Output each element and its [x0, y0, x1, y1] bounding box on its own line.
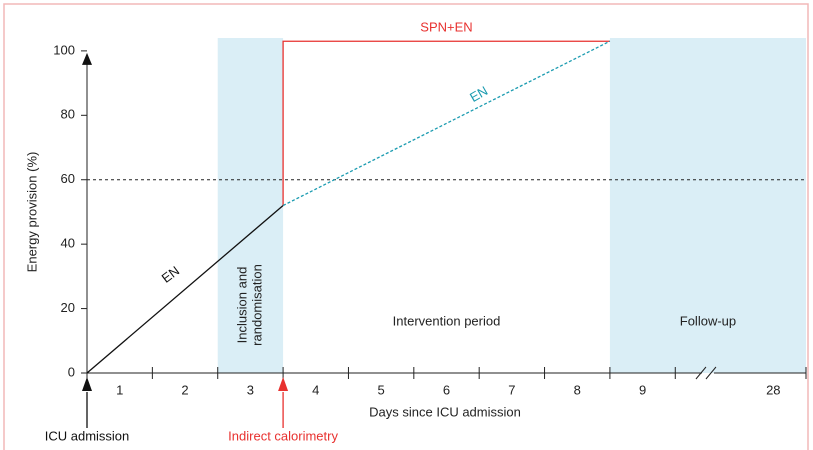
period-label: randomisation [249, 264, 264, 346]
x-tick-label: 9 [639, 382, 646, 397]
y-tick-label: 40 [61, 236, 75, 251]
marker-arrow-head [82, 377, 92, 391]
series-label: SPN+EN [420, 20, 472, 35]
marker-arrow-head [278, 377, 289, 391]
axis-break [695, 366, 717, 380]
marker-label: Indirect calorimetry [228, 428, 338, 443]
series-label: EN [159, 263, 182, 286]
x-tick-label: 2 [181, 382, 188, 397]
x-axis-label: Days since ICU admission [369, 404, 521, 419]
period-label: Inclusion and [234, 267, 249, 344]
period-label: Intervention period [393, 313, 501, 328]
y-axis-label: Energy provision (%) [24, 152, 39, 273]
x-tick-label: 5 [378, 382, 385, 397]
y-tick-label: 100 [53, 42, 75, 57]
marker-label: ICU admission [45, 428, 130, 443]
x-tick-label: 8 [574, 382, 581, 397]
y-axis-arrow [82, 52, 92, 65]
y-tick-label: 0 [68, 364, 75, 379]
x-tick-label: 1 [116, 382, 123, 397]
series-label: EN [467, 83, 490, 105]
series-line [282, 40, 610, 206]
x-tick-label: 6 [443, 382, 450, 397]
y-tick-label: 20 [61, 300, 75, 315]
x-tick-label: 7 [508, 382, 515, 397]
series-line [282, 40, 611, 207]
period-shade [217, 38, 284, 373]
y-tick-label: 60 [61, 171, 75, 186]
period-label: Follow-up [680, 313, 736, 328]
series-line [86, 205, 284, 374]
period-shade [609, 38, 806, 373]
x-tick-label: 28 [766, 382, 780, 397]
frame [3, 3, 809, 450]
x-tick-label: 4 [312, 382, 319, 397]
y-tick-label: 80 [61, 107, 75, 122]
x-tick-label: 3 [247, 382, 254, 397]
